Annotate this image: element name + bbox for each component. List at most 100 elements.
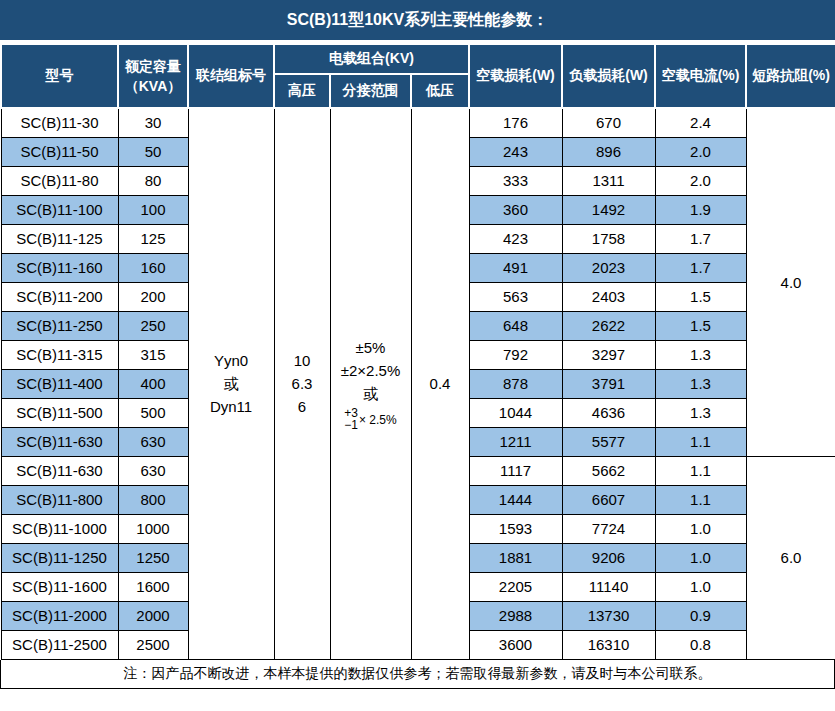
load-loss-cell: 670 xyxy=(562,108,655,137)
capacity-cell: 630 xyxy=(118,427,188,456)
load-loss-cell: 1492 xyxy=(562,195,655,224)
model-cell: SC(B)11-1000 xyxy=(1,514,118,543)
no-load-current-cell: 1.3 xyxy=(655,369,746,398)
model-cell: SC(B)11-200 xyxy=(1,282,118,311)
col-header-capacity-line2: （KVA） xyxy=(119,76,187,96)
no-load-loss-cell: 423 xyxy=(469,224,562,253)
vector-group-line: Yyn0 xyxy=(189,349,274,372)
tap-range-fraction: +3−1× 2.5% xyxy=(331,407,411,432)
no-load-current-cell: 1.1 xyxy=(655,456,746,485)
no-load-loss-cell: 2988 xyxy=(469,601,562,630)
col-header-impedance: 短路抗阻(%) xyxy=(746,44,835,108)
vector-group-line: Dyn11 xyxy=(189,395,274,418)
col-header-capacity: 额定容量 （KVA） xyxy=(118,44,188,108)
no-load-current-cell: 2.4 xyxy=(655,108,746,137)
no-load-current-cell: 2.0 xyxy=(655,166,746,195)
load-loss-cell: 7724 xyxy=(562,514,655,543)
col-header-lv: 低压 xyxy=(411,74,469,108)
no-load-loss-cell: 333 xyxy=(469,166,562,195)
table-row: SC(B)11-3030Yyn0或Dyn11106.36±5%±2×2.5%或+… xyxy=(1,108,835,137)
capacity-cell: 80 xyxy=(118,166,188,195)
model-cell: SC(B)11-30 xyxy=(1,108,118,137)
col-header-hv: 高压 xyxy=(274,74,330,108)
tap-range-line: 或 xyxy=(331,382,411,405)
model-cell: SC(B)11-80 xyxy=(1,166,118,195)
no-load-loss-cell: 792 xyxy=(469,340,562,369)
model-cell: SC(B)11-2500 xyxy=(1,630,118,659)
col-header-model: 型号 xyxy=(1,44,118,108)
tap-range-cell: ±5%±2×2.5%或+3−1× 2.5% xyxy=(330,108,411,659)
capacity-cell: 400 xyxy=(118,369,188,398)
load-loss-cell: 1311 xyxy=(562,166,655,195)
model-cell: SC(B)11-1600 xyxy=(1,572,118,601)
col-header-voltage-combination: 电载组合(KV) xyxy=(274,44,469,74)
no-load-loss-cell: 878 xyxy=(469,369,562,398)
no-load-loss-cell: 563 xyxy=(469,282,562,311)
no-load-loss-cell: 1593 xyxy=(469,514,562,543)
load-loss-cell: 3791 xyxy=(562,369,655,398)
no-load-loss-cell: 1211 xyxy=(469,427,562,456)
hv-line: 6 xyxy=(275,395,330,418)
no-load-loss-cell: 1044 xyxy=(469,398,562,427)
model-cell: SC(B)11-315 xyxy=(1,340,118,369)
load-loss-cell: 3297 xyxy=(562,340,655,369)
hv-line: 6.3 xyxy=(275,372,330,395)
hv-line: 10 xyxy=(275,349,330,372)
model-cell: SC(B)11-2000 xyxy=(1,601,118,630)
load-loss-cell: 2403 xyxy=(562,282,655,311)
no-load-loss-cell: 243 xyxy=(469,137,562,166)
vector-group-line: 或 xyxy=(189,372,274,395)
no-load-current-cell: 1.7 xyxy=(655,224,746,253)
load-loss-cell: 9206 xyxy=(562,543,655,572)
no-load-current-cell: 1.1 xyxy=(655,485,746,514)
load-loss-cell: 16310 xyxy=(562,630,655,659)
no-load-current-cell: 1.3 xyxy=(655,340,746,369)
model-cell: SC(B)11-125 xyxy=(1,224,118,253)
load-loss-cell: 2622 xyxy=(562,311,655,340)
spec-table: 型号 额定容量 （KVA） 联结组标号 电载组合(KV) 空载损耗(W) 负载损… xyxy=(0,43,835,660)
no-load-current-cell: 1.5 xyxy=(655,311,746,340)
no-load-current-cell: 1.0 xyxy=(655,514,746,543)
no-load-loss-cell: 1444 xyxy=(469,485,562,514)
no-load-current-cell: 0.9 xyxy=(655,601,746,630)
load-loss-cell: 13730 xyxy=(562,601,655,630)
capacity-cell: 2500 xyxy=(118,630,188,659)
impedance-cell: 6.0 xyxy=(746,456,835,659)
page-title: SC(B)11型10KV系列主要性能参数： xyxy=(0,0,835,40)
capacity-cell: 800 xyxy=(118,485,188,514)
load-loss-cell: 896 xyxy=(562,137,655,166)
no-load-loss-cell: 360 xyxy=(469,195,562,224)
no-load-current-cell: 1.3 xyxy=(655,398,746,427)
load-loss-cell: 2023 xyxy=(562,253,655,282)
no-load-current-cell: 2.0 xyxy=(655,137,746,166)
no-load-loss-cell: 1881 xyxy=(469,543,562,572)
capacity-cell: 500 xyxy=(118,398,188,427)
col-header-no-load-current: 空载电流(%) xyxy=(655,44,746,108)
col-header-tap-range: 分接范围 xyxy=(330,74,411,108)
no-load-current-cell: 1.0 xyxy=(655,543,746,572)
no-load-current-cell: 1.9 xyxy=(655,195,746,224)
no-load-loss-cell: 3600 xyxy=(469,630,562,659)
lv-cell: 0.4 xyxy=(411,108,469,659)
model-cell: SC(B)11-50 xyxy=(1,137,118,166)
load-loss-cell: 5662 xyxy=(562,456,655,485)
spec-sheet: SC(B)11型10KV系列主要性能参数： 型号 额定容量 （KVA） 联结组标… xyxy=(0,0,835,689)
capacity-cell: 1000 xyxy=(118,514,188,543)
capacity-cell: 100 xyxy=(118,195,188,224)
capacity-cell: 30 xyxy=(118,108,188,137)
tap-range-fraction-suffix: × 2.5% xyxy=(359,414,397,427)
load-loss-cell: 4636 xyxy=(562,398,655,427)
model-cell: SC(B)11-1250 xyxy=(1,543,118,572)
capacity-cell: 160 xyxy=(118,253,188,282)
tap-range-line: ±2×2.5% xyxy=(331,359,411,382)
model-cell: SC(B)11-400 xyxy=(1,369,118,398)
model-cell: SC(B)11-500 xyxy=(1,398,118,427)
impedance-cell: 4.0 xyxy=(746,108,835,456)
capacity-cell: 250 xyxy=(118,311,188,340)
tap-range-line: ±5% xyxy=(331,336,411,359)
load-loss-cell: 6607 xyxy=(562,485,655,514)
model-cell: SC(B)11-800 xyxy=(1,485,118,514)
tap-range-fraction-bottom: −1 xyxy=(344,419,358,432)
no-load-loss-cell: 648 xyxy=(469,311,562,340)
model-cell: SC(B)11-160 xyxy=(1,253,118,282)
